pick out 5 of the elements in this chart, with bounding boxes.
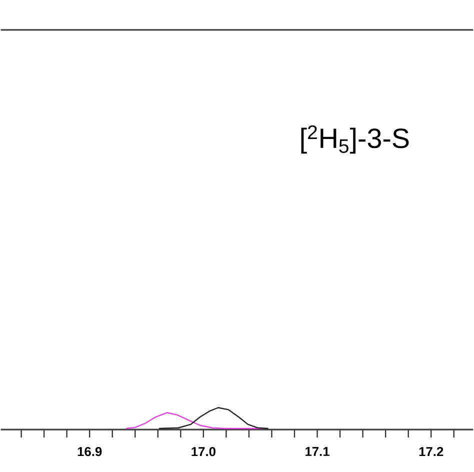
text: 16.9 <box>78 446 102 456</box>
text: [$^{2}$H$_{5}$]-3-S <box>301 125 409 154</box>
x-tick-label: 17.0 <box>192 446 216 456</box>
x-tick-label: 17.2 <box>419 446 444 456</box>
x-tick-label: 17.1 <box>306 446 330 456</box>
